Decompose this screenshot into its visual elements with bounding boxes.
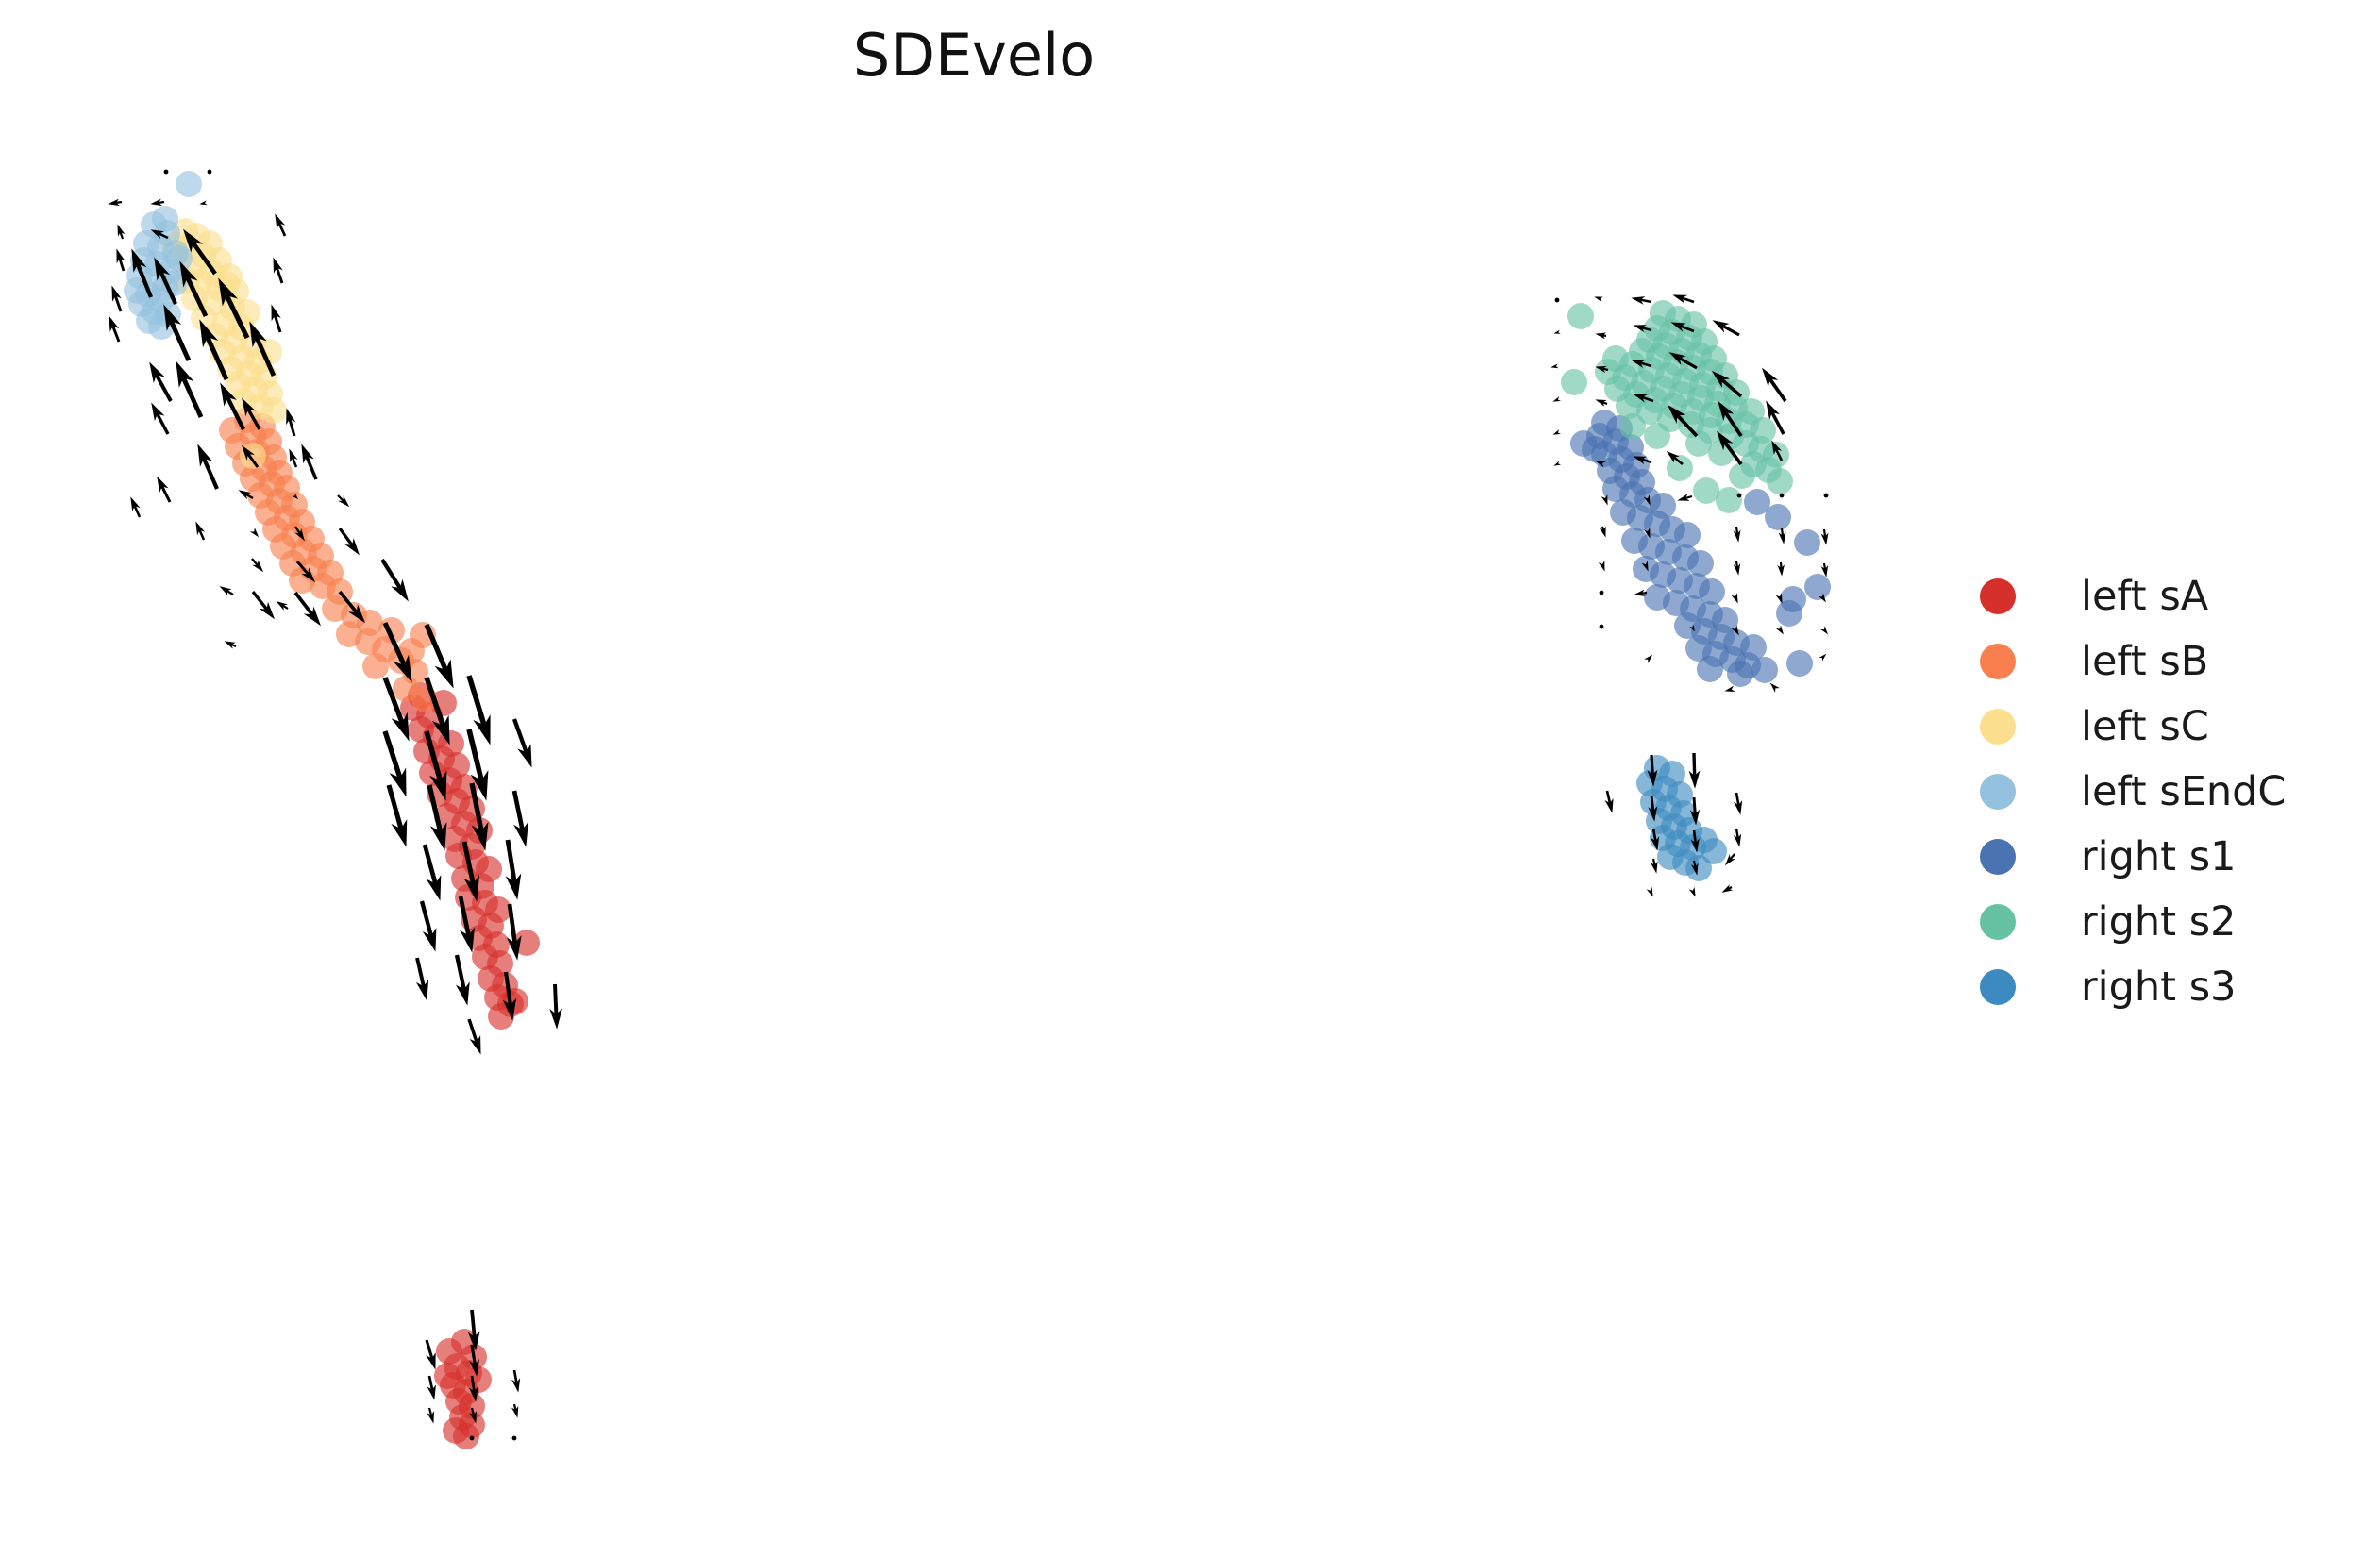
plot-title: SDEvelo: [852, 21, 1096, 90]
legend-marker-right-s1: [1980, 838, 2016, 875]
legend-label-left-sC: left sC: [2081, 702, 2209, 750]
legend-marker-right-s2: [1980, 903, 2016, 940]
series-left-sB: [219, 407, 438, 712]
legend-label-right-s3: right s3: [2081, 963, 2237, 1011]
legend-item-left-sA: left sA: [1979, 563, 2286, 628]
legend-marker-right-s3: [1980, 968, 2016, 1005]
legend-label-right-s1: right s1: [2081, 832, 2237, 880]
legend-label-left-sB: left sB: [2081, 637, 2209, 685]
legend-item-left-sC: left sC: [1979, 694, 2286, 759]
legend-item-left-sB: left sB: [1979, 628, 2286, 694]
series-right-s2: [1561, 300, 1793, 513]
legend-marker-left-sA: [1980, 578, 2016, 614]
legend-label-right-s2: right s2: [2081, 897, 2237, 946]
legend-item-right-s1: right s1: [1979, 824, 2286, 889]
legend-item-right-s3: right s3: [1979, 954, 2286, 1019]
legend-marker-left-sC: [1980, 708, 2016, 745]
series-left-sC: [161, 218, 287, 469]
legend-marker-left-sB: [1980, 643, 2016, 679]
legend-item-left-sEndC: left sEndC: [1979, 759, 2286, 824]
legend: left sA left sB left sC left sEndC right…: [1979, 563, 2286, 1019]
scatter-points: [124, 171, 1831, 1449]
legend-marker-left-sEndC: [1980, 773, 2016, 810]
legend-label-left-sA: left sA: [2081, 572, 2209, 620]
legend-label-left-sEndC: left sEndC: [2081, 767, 2287, 815]
velocity-arrows: [108, 169, 1829, 1441]
legend-item-right-s2: right s2: [1979, 889, 2286, 954]
series-right-s1: [1570, 410, 1831, 687]
